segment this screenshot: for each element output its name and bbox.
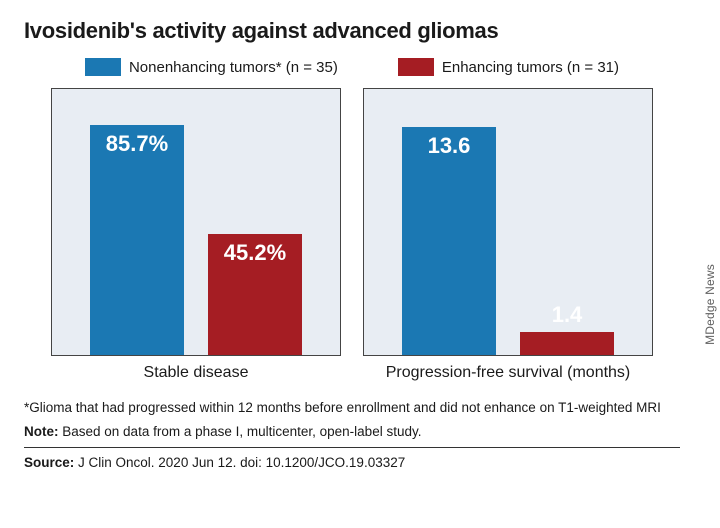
bar: 85.7% — [90, 125, 184, 355]
legend-label: Nonenhancing tumors* (n = 35) — [129, 59, 338, 76]
source-line: Source: J Clin Oncol. 2020 Jun 12. doi: … — [24, 453, 680, 473]
legend: Nonenhancing tumors* (n = 35) Enhancing t… — [24, 58, 680, 76]
chart-caption: Progression-free survival (months) — [363, 364, 653, 382]
legend-swatch — [398, 58, 434, 76]
bar-value-label: 45.2% — [208, 240, 302, 266]
chart-title: Ivosidenib's activity against advanced g… — [24, 18, 680, 44]
chart-area: 13.6 1.4 — [363, 88, 653, 356]
charts-row: 85.7% 45.2% Stable disease 13.6 1.4 Progressi… — [24, 88, 680, 382]
legend-swatch — [85, 58, 121, 76]
chart-panel: 85.7% 45.2% Stable disease — [51, 88, 341, 382]
source-text: J Clin Oncol. 2020 Jun 12. doi: 10.1200/… — [74, 455, 405, 470]
bar: 45.2% — [208, 234, 302, 355]
footnote-asterisk: *Glioma that had progressed within 12 mo… — [24, 398, 680, 418]
legend-item: Nonenhancing tumors* (n = 35) — [85, 58, 338, 76]
footnotes: *Glioma that had progressed within 12 mo… — [24, 398, 680, 473]
bar-value-label: 85.7% — [90, 131, 184, 157]
bar-value-label: 1.4 — [520, 302, 614, 328]
credit-text: MDedge News — [703, 264, 717, 345]
legend-label: Enhancing tumors (n = 31) — [442, 59, 619, 76]
bar: 13.6 — [402, 127, 496, 355]
source-label: Source: — [24, 455, 74, 470]
bar-value-label: 13.6 — [402, 133, 496, 159]
legend-item: Enhancing tumors (n = 31) — [398, 58, 619, 76]
chart-area: 85.7% 45.2% — [51, 88, 341, 356]
bar: 1.4 — [520, 332, 614, 355]
note-line: Note: Based on data from a phase I, mult… — [24, 422, 680, 442]
chart-caption: Stable disease — [51, 364, 341, 382]
note-text: Based on data from a phase I, multicente… — [59, 424, 422, 439]
note-label: Note: — [24, 424, 59, 439]
chart-panel: 13.6 1.4 Progression-free survival (months… — [363, 88, 653, 382]
footnote-divider — [24, 447, 680, 448]
